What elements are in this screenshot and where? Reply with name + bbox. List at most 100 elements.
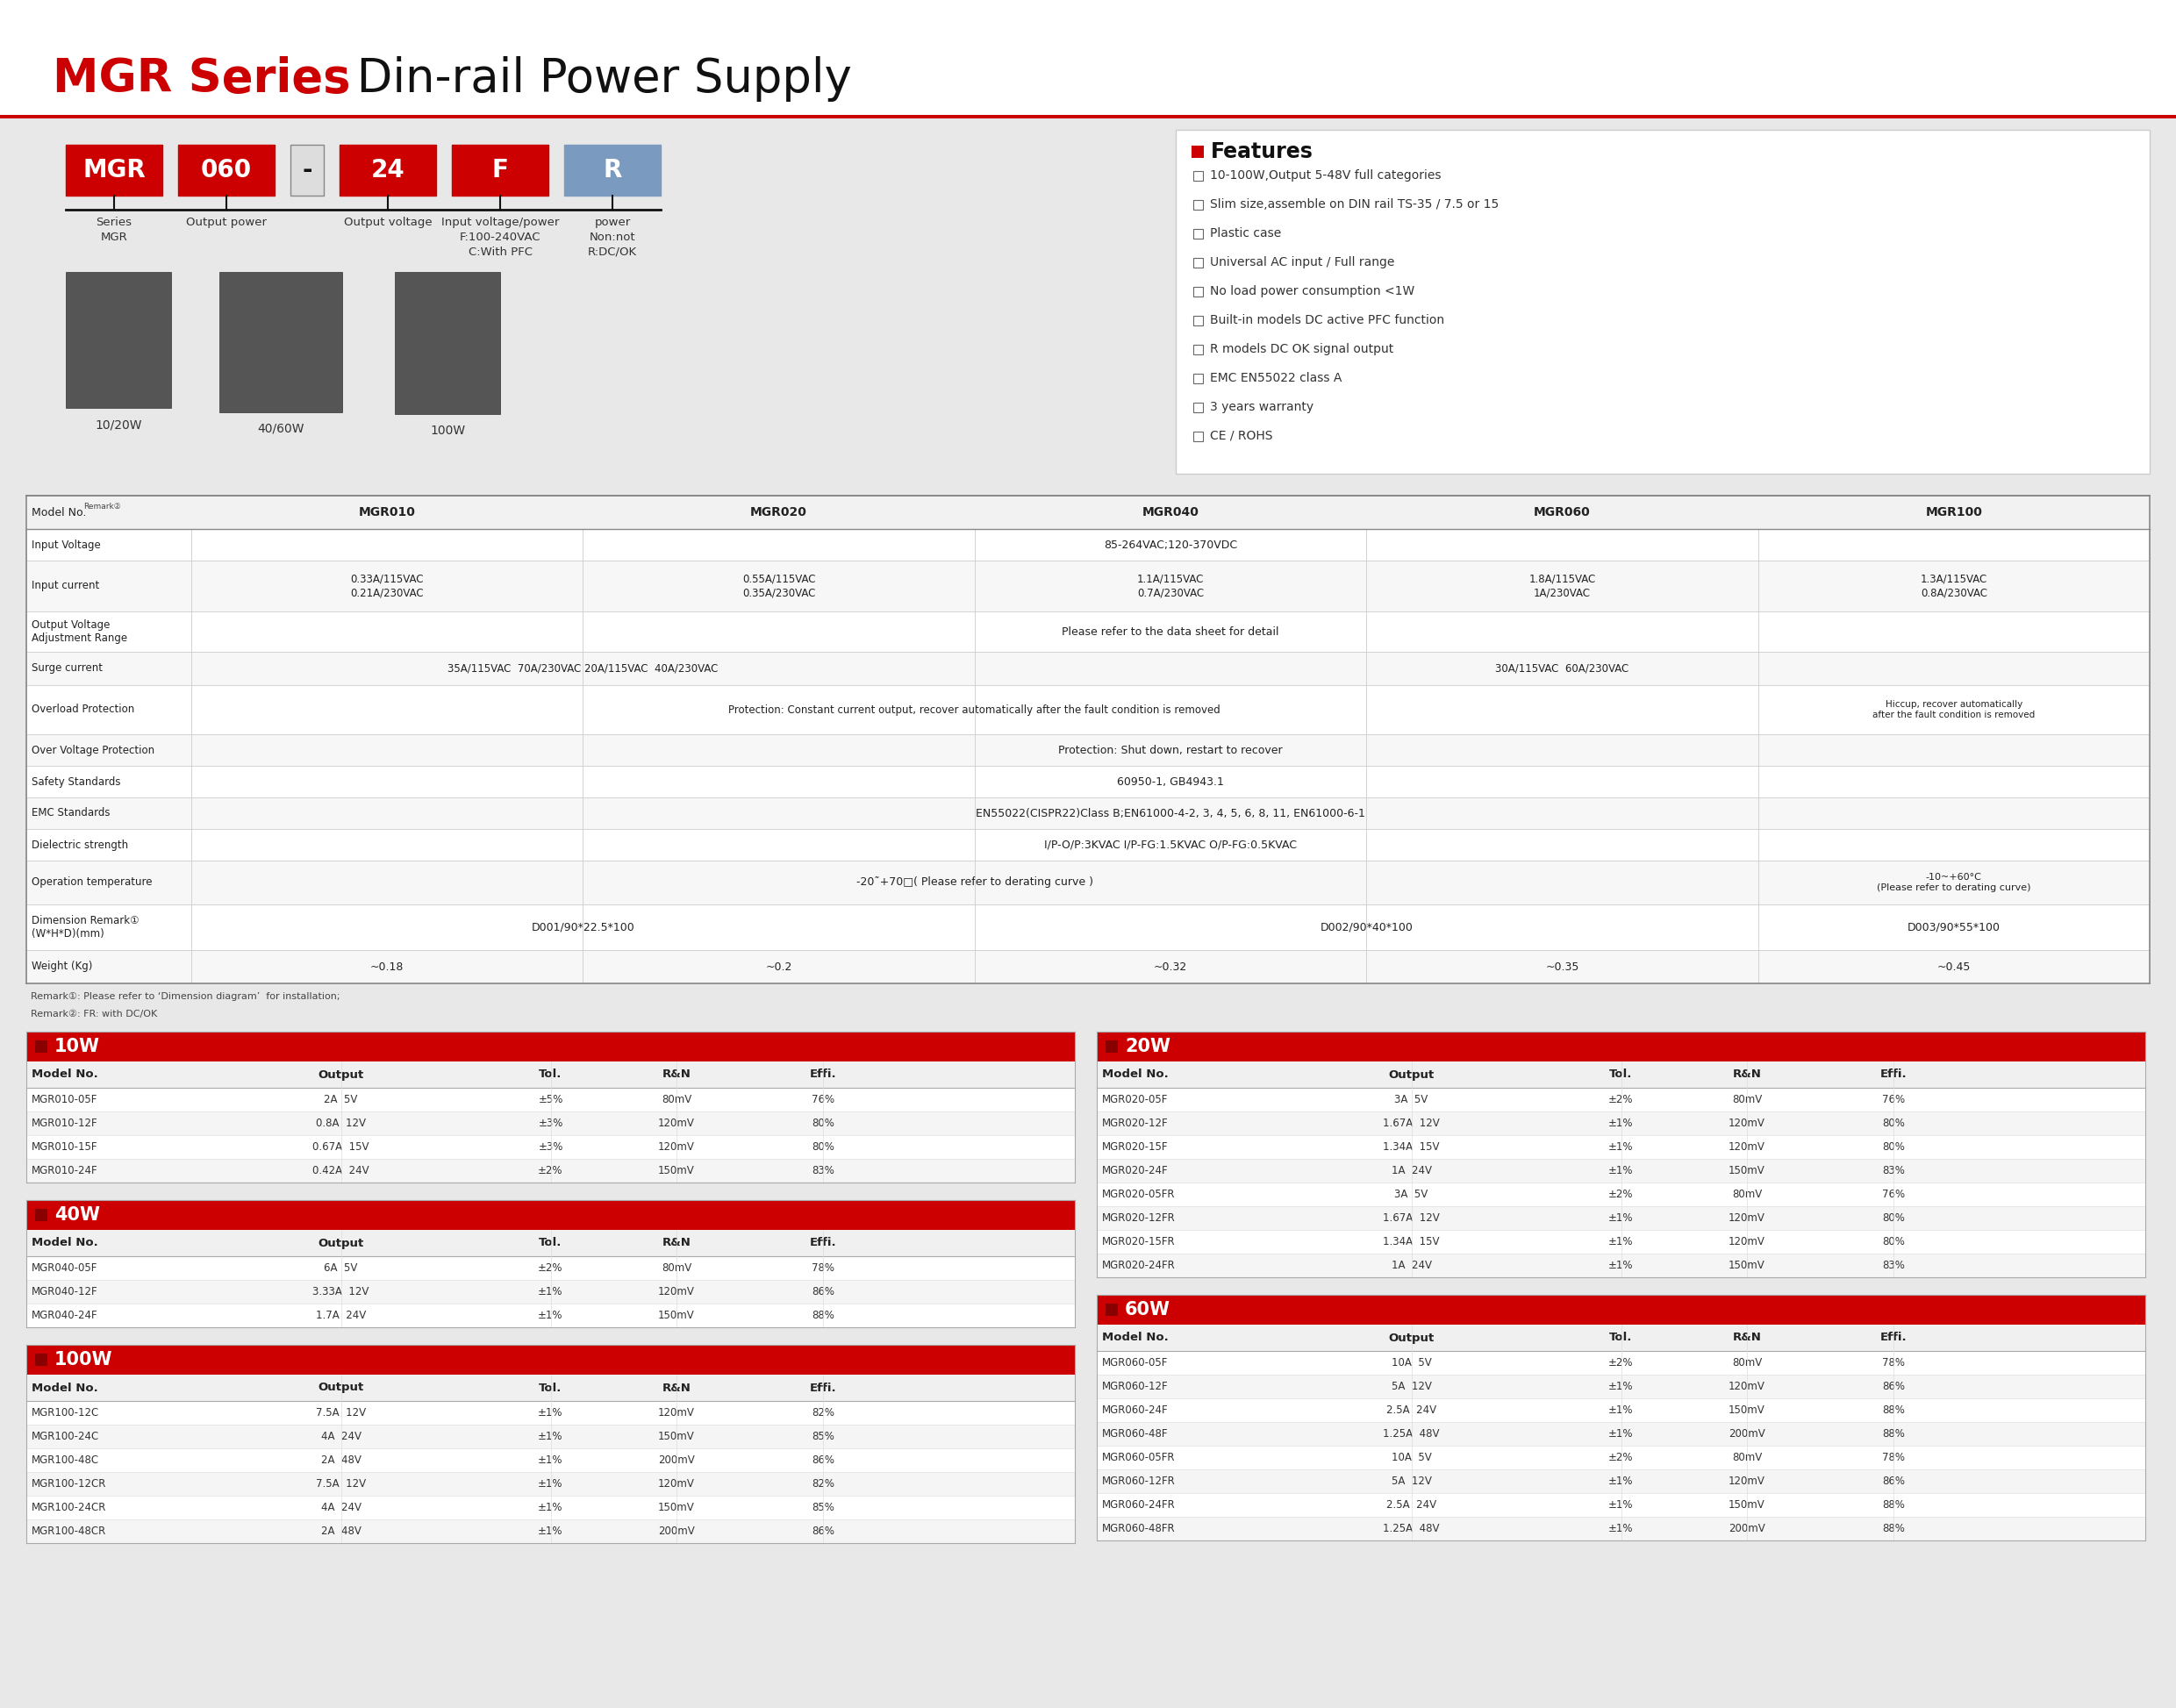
Text: 5A  12V: 5A 12V [1390, 1380, 1432, 1392]
Text: D003/90*55*100: D003/90*55*100 [1908, 922, 2000, 933]
Text: 060: 060 [200, 157, 252, 183]
Bar [1192, 374, 1203, 383]
Bar [26, 1158, 1075, 1182]
Text: ±2%: ±2% [537, 1165, 564, 1177]
Text: Effi.: Effi. [809, 1069, 836, 1081]
Bar [26, 1448, 1075, 1472]
Text: Model No.: Model No. [33, 1069, 98, 1081]
Text: 150mV: 150mV [657, 1165, 694, 1177]
Text: 0.8A  12V: 0.8A 12V [316, 1117, 366, 1129]
Text: 80%: 80% [1882, 1141, 1904, 1153]
Text: Effi.: Effi. [809, 1382, 836, 1394]
Text: Safety Standards: Safety Standards [33, 775, 120, 787]
Text: 86%: 86% [812, 1455, 836, 1465]
Text: 120mV: 120mV [657, 1286, 694, 1298]
Bar [26, 529, 2150, 560]
Text: F: F [492, 157, 509, 183]
Text: 85-264VAC;120-370VDC: 85-264VAC;120-370VDC [1103, 540, 1238, 550]
Text: ±2%: ±2% [1608, 1452, 1634, 1464]
Bar [1097, 1295, 2146, 1325]
Text: EMC EN55022 class A: EMC EN55022 class A [1210, 372, 1343, 384]
Text: MGR010-24F: MGR010-24F [33, 1165, 98, 1177]
Text: 120mV: 120mV [1728, 1380, 1765, 1392]
Text: R&N: R&N [662, 1382, 690, 1394]
Text: 83%: 83% [1882, 1261, 1904, 1271]
Text: 120mV: 120mV [1728, 1141, 1765, 1153]
Bar [1097, 1493, 2146, 1517]
Text: Input current: Input current [33, 581, 100, 591]
Text: ±1%: ±1% [1608, 1428, 1634, 1440]
Bar [1097, 1423, 2146, 1445]
Text: MGR020-15FR: MGR020-15FR [1101, 1237, 1175, 1247]
Text: 100W: 100W [431, 425, 466, 437]
Text: R&N: R&N [662, 1069, 690, 1081]
Text: 80mV: 80mV [662, 1262, 692, 1274]
Text: MGR010-05F: MGR010-05F [33, 1093, 98, 1105]
Bar [26, 1061, 1075, 1088]
Bar [26, 1136, 1075, 1158]
Text: MGR100-12CR: MGR100-12CR [33, 1477, 107, 1489]
Text: 100W: 100W [54, 1351, 113, 1368]
Text: 20W: 20W [1125, 1038, 1171, 1056]
Text: 10-100W,Output 5-48V full categories: 10-100W,Output 5-48V full categories [1210, 169, 1441, 181]
Bar [26, 1201, 1075, 1230]
Bar [1097, 1032, 2146, 1061]
Text: 60W: 60W [1125, 1301, 1171, 1319]
Text: MGR060-48F: MGR060-48F [1101, 1428, 1169, 1440]
Text: R&N: R&N [1732, 1332, 1760, 1344]
Text: ±2%: ±2% [1608, 1358, 1634, 1368]
Text: Protection: Shut down, restart to recover: Protection: Shut down, restart to recove… [1058, 745, 1282, 755]
Text: 200mV: 200mV [1728, 1428, 1765, 1440]
Bar [1097, 1206, 2146, 1230]
Text: 120mV: 120mV [1728, 1237, 1765, 1247]
Text: MGR100: MGR100 [1926, 506, 1982, 519]
Text: Features: Features [1210, 142, 1314, 162]
Bar [178, 145, 274, 196]
Bar [26, 828, 2150, 861]
Bar [26, 1344, 1075, 1375]
Text: 200mV: 200mV [1728, 1524, 1765, 1534]
Text: power
Non:not
R:DC/OK: power Non:not R:DC/OK [588, 217, 638, 258]
Text: 10/20W: 10/20W [96, 418, 141, 430]
Text: D002/90*40*100: D002/90*40*100 [1321, 922, 1412, 933]
Bar [1105, 1303, 1118, 1315]
Bar [1192, 345, 1203, 354]
Text: 1.67A  12V: 1.67A 12V [1384, 1213, 1441, 1223]
Text: Effi.: Effi. [809, 1237, 836, 1249]
Bar [26, 1255, 1075, 1279]
Text: MGR020-05F: MGR020-05F [1101, 1093, 1169, 1105]
Bar [35, 1040, 48, 1052]
Bar [26, 861, 2150, 905]
Text: 1.8A/115VAC
1A/230VAC: 1.8A/115VAC 1A/230VAC [1530, 574, 1595, 600]
Text: Weight (Kg): Weight (Kg) [33, 962, 91, 972]
Text: Model No.: Model No. [33, 507, 87, 518]
Text: 40/60W: 40/60W [257, 424, 305, 436]
Text: Output Voltage
Adjustment Range: Output Voltage Adjustment Range [33, 618, 128, 644]
Text: Effi.: Effi. [1880, 1332, 1906, 1344]
Bar [26, 1375, 1075, 1401]
Text: 1.3A/115VAC
0.8A/230VAC: 1.3A/115VAC 0.8A/230VAC [1921, 574, 1987, 600]
Text: Input voltage/power
F:100-240VAC
C:With PFC: Input voltage/power F:100-240VAC C:With … [442, 217, 559, 258]
Text: 82%: 82% [812, 1477, 836, 1489]
Text: ±1%: ±1% [537, 1455, 564, 1465]
Text: ±1%: ±1% [1608, 1141, 1634, 1153]
Text: 150mV: 150mV [1728, 1165, 1765, 1177]
Bar [26, 1112, 1075, 1136]
Text: ±2%: ±2% [1608, 1093, 1634, 1105]
Text: 0.67A  15V: 0.67A 15V [313, 1141, 370, 1153]
Bar [1192, 171, 1203, 181]
Text: 76%: 76% [1882, 1093, 1906, 1105]
Text: ~0.35: ~0.35 [1545, 962, 1580, 972]
Text: ±1%: ±1% [537, 1310, 564, 1320]
Text: ±1%: ±1% [1608, 1261, 1634, 1271]
Text: 150mV: 150mV [1728, 1500, 1765, 1510]
Bar [26, 1472, 1075, 1496]
Text: MGR060-48FR: MGR060-48FR [1101, 1524, 1175, 1534]
Text: Dimension Remark①
(W*H*D)(mm): Dimension Remark① (W*H*D)(mm) [33, 915, 139, 939]
Text: MGR060-05FR: MGR060-05FR [1101, 1452, 1175, 1464]
Text: MGR060-24F: MGR060-24F [1101, 1404, 1169, 1416]
Bar [1192, 316, 1203, 325]
Text: MGR060-12FR: MGR060-12FR [1101, 1476, 1175, 1488]
Text: 10W: 10W [54, 1038, 100, 1056]
Bar [289, 145, 324, 196]
